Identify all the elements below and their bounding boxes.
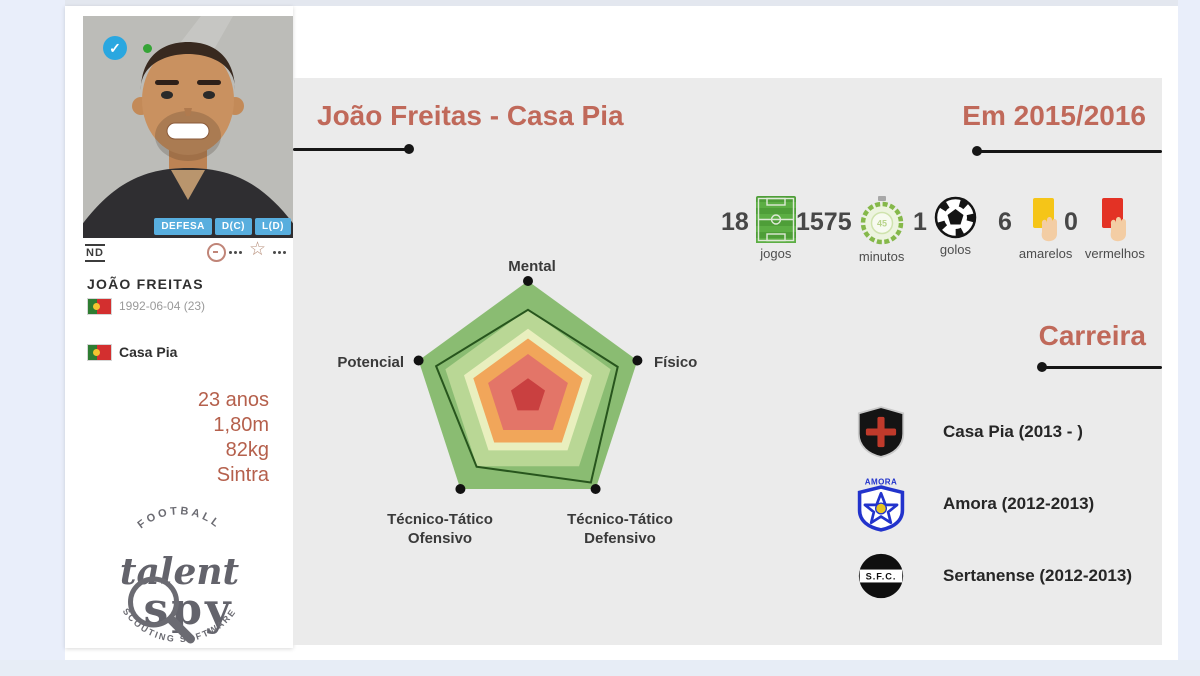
player-details: 23 anos 1,80m 82kg Sintra <box>198 388 269 488</box>
career-club-label: Sertanense (2012-2013) <box>943 566 1133 585</box>
career-title: Carreira <box>1038 320 1146 351</box>
magnifier-lens-icon <box>128 576 179 628</box>
stat-minutos-value: 1575 <box>796 208 852 236</box>
ellipsis-icon[interactable] <box>273 251 276 254</box>
talent-spy-logo: FOOTBALL talent spy SCOUTING SOFTWARE <box>120 505 240 644</box>
stat-vermelhos: 0 vermelhos <box>1064 196 1145 261</box>
stat-minutos: 1575 45 minutos <box>796 196 905 264</box>
page-title: João Freitas - Casa Pia <box>317 100 624 131</box>
nd-label: ND <box>85 244 105 262</box>
red-card-icon <box>1101 198 1126 242</box>
sertanense-crest-text: S.F.C. <box>866 572 897 582</box>
stat-jogos-value: 18 <box>721 208 749 236</box>
rating-gauge-icon[interactable] <box>207 243 226 262</box>
detail-age: 23 anos <box>197 389 269 411</box>
stat-minutos-label: minutos <box>858 249 905 264</box>
stat-vermelhos-label: vermelhos <box>1084 246 1145 261</box>
title-underline <box>293 148 407 151</box>
player-photo-illustration <box>83 16 293 238</box>
stat-vermelhos-value: 0 <box>1064 208 1078 236</box>
position-badge-ld: L(D) <box>255 218 291 235</box>
amora-crest-text: AMORA <box>865 477 898 486</box>
stat-jogos: 18 jogos <box>721 196 796 261</box>
player-card: ✓ DEFESA D(C) L(D) ND ☆ JOÃO FREITAS 199… <box>65 6 293 648</box>
stat-golos-value: 1 <box>913 208 927 236</box>
career-row: Casa Pia (2013 - ) <box>853 402 1083 462</box>
title-underline-dot <box>404 144 414 154</box>
stat-amarelos: 6 amarelos <box>998 196 1072 261</box>
stat-golos-label: golos <box>939 242 971 257</box>
player-name: JOÃO FREITAS <box>87 276 204 292</box>
detail-city: Sintra <box>216 464 269 486</box>
ball-icon <box>934 196 977 239</box>
radar-chart: Mental Físico Técnico-Tático Defensivo Técni… <box>337 258 697 547</box>
position-badge-defesa: DEFESA <box>154 218 212 235</box>
left-strip <box>0 0 65 676</box>
season-underline <box>977 150 1162 153</box>
stat-amarelos-label: amarelos <box>1018 246 1073 261</box>
career-row: S.F.C. Sertanense (2012-2013) <box>853 546 1132 606</box>
stat-jogos-label: jogos <box>760 246 792 261</box>
pitch-icon <box>755 196 796 243</box>
casa-pia-crest <box>857 406 905 458</box>
career-underline <box>1042 366 1162 369</box>
current-club: Casa Pia <box>119 344 178 360</box>
magnifier-handle-icon <box>167 615 195 644</box>
player-photo: ✓ DEFESA D(C) L(D) <box>83 16 293 238</box>
svg-text:Físico: Físico <box>654 354 697 371</box>
detail-weight: 82kg <box>225 439 269 461</box>
svg-text:45: 45 <box>877 219 887 229</box>
stat-amarelos-value: 6 <box>998 208 1012 236</box>
birth-date: 1992-06-04 (23) <box>119 299 206 313</box>
amora-crest: AMORA <box>857 477 905 532</box>
svg-text:Mental: Mental <box>508 258 556 275</box>
bottom-strip <box>0 660 1200 676</box>
online-dot <box>143 44 152 53</box>
detail-height: 1,80m <box>213 414 269 436</box>
svg-text:Potencial: Potencial <box>337 354 404 371</box>
yellow-card-icon <box>1032 198 1057 242</box>
portugal-flag-icon <box>87 344 112 361</box>
verified-badge-icon: ✓ <box>103 36 127 60</box>
position-badge-dc: D(C) <box>214 218 252 235</box>
svg-text:FOOTBALL: FOOTBALL <box>136 505 224 531</box>
ellipsis-icon[interactable] <box>229 251 232 254</box>
logo-arc-top-text: FOOTBALL <box>136 505 221 531</box>
season-title: Em 2015/2016 <box>962 100 1146 131</box>
position-badges: DEFESA D(C) L(D) <box>154 218 291 235</box>
career-club-label: Amora (2012-2013) <box>943 494 1095 513</box>
career-club-label: Casa Pia (2013 - ) <box>943 422 1083 441</box>
report-panel: João Freitas - Casa Pia Em 2015/2016 18 <box>293 78 1162 645</box>
career-underline-dot <box>1037 362 1047 372</box>
right-strip <box>1178 0 1200 676</box>
stopwatch-icon: 45 <box>860 196 903 245</box>
top-strip <box>0 0 1200 6</box>
star-icon[interactable]: ☆ <box>249 239 267 260</box>
portugal-flag-icon <box>87 298 112 315</box>
stat-golos: 1 golos <box>913 196 977 257</box>
season-underline-dot <box>972 146 982 156</box>
sertanense-crest: S.F.C. <box>858 553 904 599</box>
career-row: AMORA Amora (2012-2013) <box>853 474 1094 534</box>
